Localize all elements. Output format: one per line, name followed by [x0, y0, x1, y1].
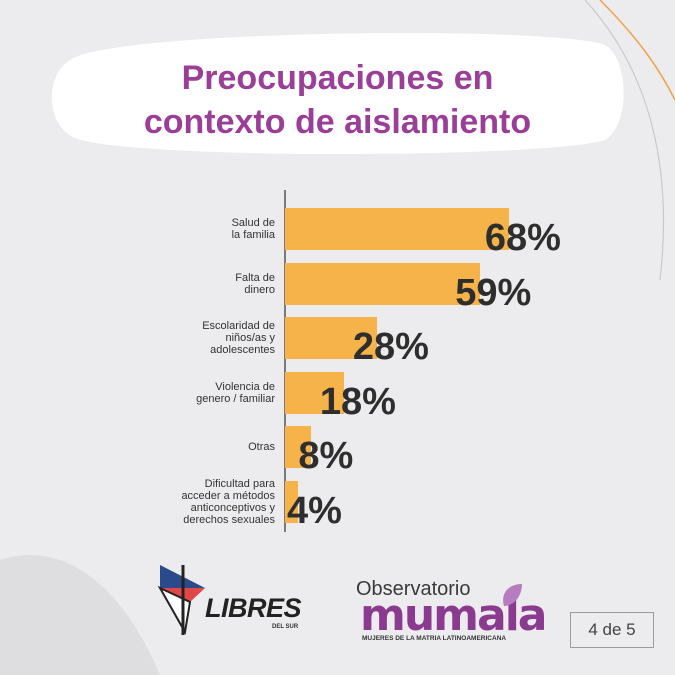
value-label-1: 59% [455, 271, 532, 314]
bar-2 [285, 317, 378, 359]
y-axis-line [284, 190, 286, 532]
observatorio-label: Observatorio [356, 578, 471, 600]
category-label-line: la familia [231, 229, 275, 241]
libres-logo-icon [157, 565, 205, 635]
category-label-0: Salud de la familia [105, 217, 275, 241]
category-label-line: Escolaridad de [202, 320, 275, 332]
category-label-line: genero / familiar [196, 392, 275, 405]
bar-1 [285, 262, 480, 305]
title-line-2: contexto de aislamiento [143, 103, 532, 141]
value-label-4: 8% [298, 435, 354, 477]
category-label-line: Otras [248, 441, 275, 453]
title-line-1: Preocupaciones en [181, 59, 494, 97]
category-label-1: Falta de dinero [105, 272, 275, 296]
category-label-line: Salud de [231, 217, 275, 229]
category-label-4: Otras [105, 441, 275, 453]
category-label-line: acceder a métodos [181, 489, 275, 502]
value-label-3: 18% [319, 380, 396, 423]
value-label-0: 68% [484, 217, 561, 259]
category-label-line: dinero [244, 283, 275, 296]
category-label-line: Violencia de [215, 380, 275, 393]
value-label-5: 4% [287, 489, 342, 532]
decor-bottom-blob [0, 554, 160, 675]
decor-curve-gray [584, 0, 665, 281]
libres-wordmark: LIBRES [205, 593, 302, 623]
bar-5 [285, 480, 299, 523]
category-label-line: derechos sexuales [183, 513, 275, 526]
bar-4 [285, 426, 312, 468]
title-blob [51, 33, 624, 154]
category-label-line: anticonceptivos y [190, 501, 275, 514]
category-label-5: Dificultad para acceder a métodos anticonc… [105, 478, 275, 526]
decor-curve-orange [599, 0, 675, 101]
bar-0 [285, 208, 510, 250]
category-label-line: Dificultad para [204, 477, 275, 490]
chart-title: Preocupaciones en contexto de aislamient… [0, 56, 675, 144]
leaf-icon [503, 584, 522, 606]
page-indicator: 4 de 5 [570, 612, 654, 648]
category-label-3: Violencia de genero / familiar [105, 381, 275, 405]
libres-subtitle: DEL SUR [272, 624, 299, 630]
bar-3 [285, 371, 345, 414]
category-label-line: Falta de [235, 271, 275, 284]
mumala-subtitle: MUJERES DE LA MATRIA LATINOAMERICANA [362, 635, 507, 642]
category-label-line: niños/as y [225, 332, 275, 344]
category-label-2: Escolaridad de niños/as y adolescentes [105, 320, 275, 356]
category-label-line: adolescentes [210, 344, 275, 356]
value-label-2: 28% [352, 326, 429, 368]
